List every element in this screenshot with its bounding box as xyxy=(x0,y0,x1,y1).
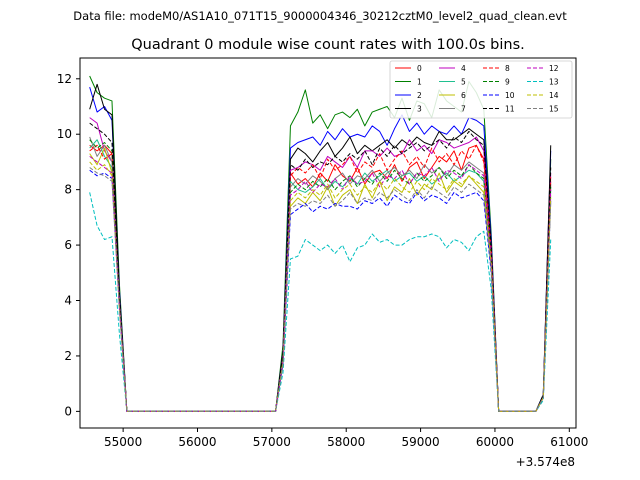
x-tick-label: 60000 xyxy=(476,435,514,449)
series-line-15 xyxy=(89,167,552,412)
x-tick-label: 61000 xyxy=(550,435,588,449)
y-tick-label: 12 xyxy=(57,72,72,86)
series-line-6 xyxy=(89,147,552,412)
series-line-9 xyxy=(89,139,552,412)
chart-title: Quadrant 0 module wise count rates with … xyxy=(131,37,525,53)
y-axis: 0 2 4 6 8 10 12 xyxy=(57,72,80,418)
x-axis: 55000 56000 57000 58000 59000 60000 61000 xyxy=(104,428,588,449)
legend-label-8: 8 xyxy=(505,64,510,73)
series-line-5 xyxy=(89,139,552,412)
legend-label-12: 12 xyxy=(549,64,559,73)
legend-label-1: 1 xyxy=(417,78,422,87)
x-tick-label: 55000 xyxy=(104,435,142,449)
legend-label-14: 14 xyxy=(549,91,559,100)
legend-label-3: 3 xyxy=(417,105,422,114)
chart-suptitle: Data file: modeM0/AS1A10_071T15_90000043… xyxy=(73,9,567,23)
legend-label-7: 7 xyxy=(461,105,466,114)
series-line-2 xyxy=(89,86,552,412)
x-tick-label: 56000 xyxy=(178,435,216,449)
y-tick-label: 10 xyxy=(57,127,72,141)
series-line-1 xyxy=(89,75,552,412)
series-line-12 xyxy=(89,155,552,412)
legend-label-0: 0 xyxy=(417,64,422,73)
y-tick-label: 4 xyxy=(64,294,72,308)
legend-label-9: 9 xyxy=(505,78,510,87)
x-tick-label: 59000 xyxy=(401,435,439,449)
x-tick-label: 58000 xyxy=(327,435,365,449)
series-line-11 xyxy=(89,122,552,412)
legend-label-6: 6 xyxy=(461,91,466,100)
legend-label-15: 15 xyxy=(549,105,559,114)
legend-label-11: 11 xyxy=(505,105,515,114)
x-offset-text: +3.574e8 xyxy=(516,455,575,469)
x-tick-label: 57000 xyxy=(253,435,291,449)
axes-frame xyxy=(79,57,577,429)
series-line-13 xyxy=(89,192,552,412)
y-tick-label: 2 xyxy=(64,349,72,363)
plot-area xyxy=(89,75,552,412)
series-line-10 xyxy=(89,169,552,412)
legend-label-4: 4 xyxy=(461,64,466,73)
legend-box xyxy=(389,60,573,119)
series-line-14 xyxy=(89,161,552,412)
legend-label-10: 10 xyxy=(505,91,515,100)
y-tick-label: 8 xyxy=(64,183,72,197)
legend-label-13: 13 xyxy=(549,78,559,87)
series-line-3 xyxy=(89,83,552,412)
legend-label-5: 5 xyxy=(461,78,466,87)
legend-label-2: 2 xyxy=(417,91,422,100)
y-tick-label: 0 xyxy=(64,404,72,418)
y-tick-label: 6 xyxy=(64,238,72,252)
